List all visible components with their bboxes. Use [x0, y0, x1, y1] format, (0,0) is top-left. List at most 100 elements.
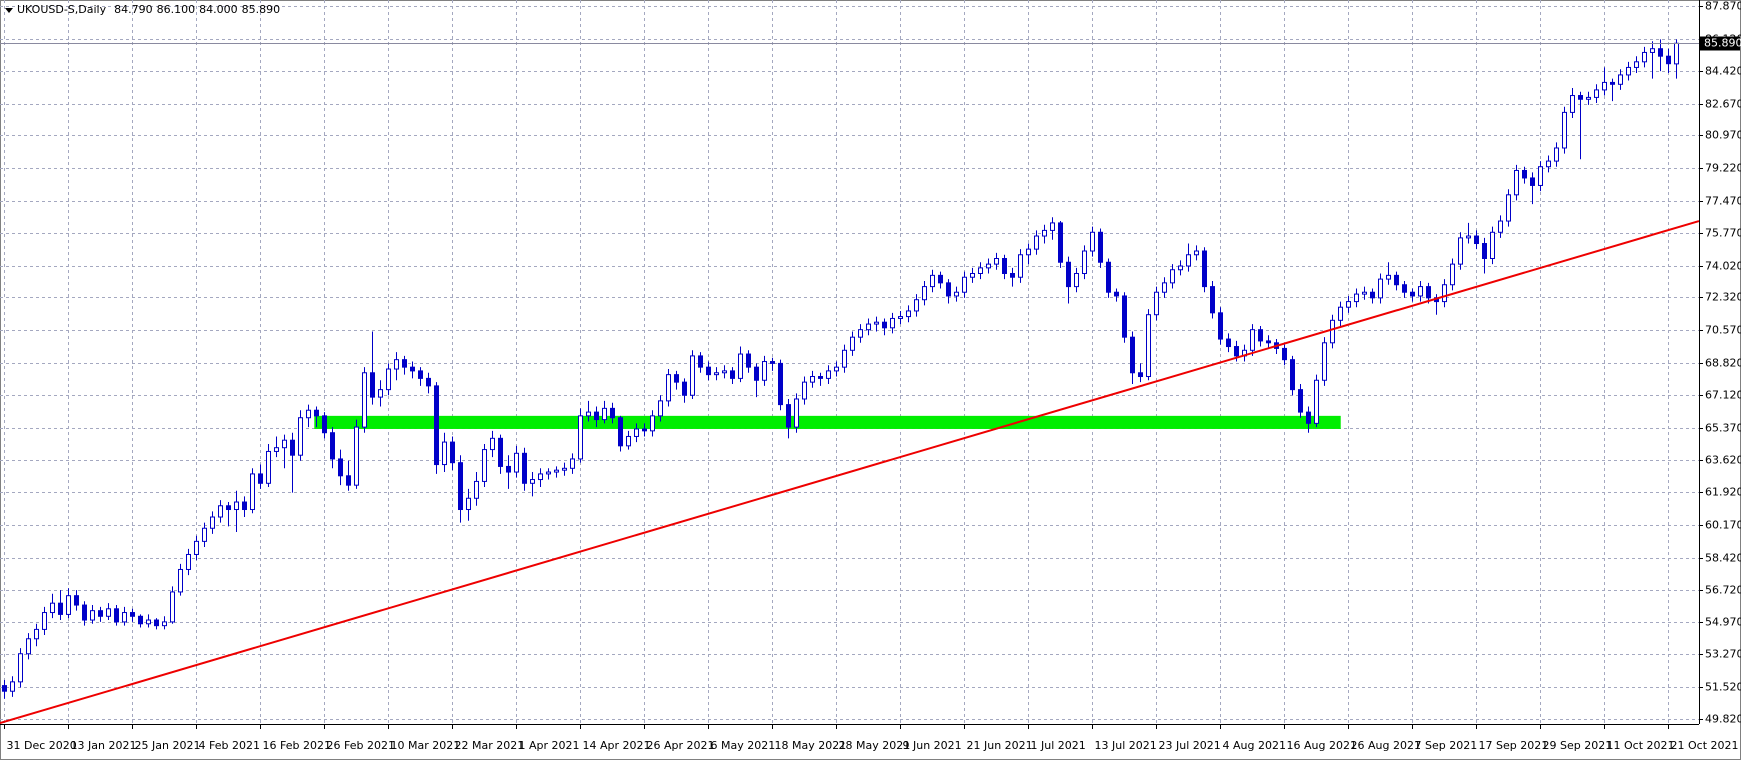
- candle-body: [330, 432, 335, 460]
- x-tick-label: 21 Jun 2021: [967, 739, 1033, 752]
- candle-body: [658, 400, 663, 417]
- header-value: 84.790: [114, 3, 153, 16]
- candle-body: [458, 462, 463, 511]
- candle-body: [738, 353, 743, 379]
- candle-body: [402, 359, 407, 368]
- candle-body: [234, 501, 239, 511]
- candle-body: [1570, 95, 1575, 113]
- trend-line: [0, 220, 1700, 725]
- candle-body: [1370, 291, 1375, 299]
- candle-body: [66, 595, 71, 615]
- candle-body: [1482, 243, 1487, 260]
- candle-body: [162, 621, 167, 627]
- candle-body: [642, 428, 647, 432]
- candle-body: [1146, 314, 1151, 378]
- candle-body: [1178, 265, 1183, 271]
- candle-body: [1322, 342, 1327, 381]
- candle-body: [962, 276, 967, 293]
- candle-body: [266, 450, 271, 484]
- candle-body: [1634, 61, 1639, 68]
- candle-body: [1114, 291, 1119, 297]
- candle-body: [602, 407, 607, 421]
- candles: [2, 39, 1679, 699]
- candle-body: [242, 501, 247, 511]
- candle-body: [1122, 295, 1127, 338]
- candle-body: [442, 441, 447, 466]
- candle-body: [874, 321, 879, 325]
- candle-body: [370, 372, 375, 398]
- candle-body: [1418, 286, 1423, 297]
- candle-body: [1466, 235, 1471, 239]
- candle-body: [562, 467, 567, 471]
- candle-body: [690, 355, 695, 396]
- candle-body: [178, 568, 183, 593]
- candle-body: [794, 398, 799, 428]
- candle-body: [554, 469, 559, 473]
- candle-body: [498, 437, 503, 467]
- candle-body: [970, 272, 975, 278]
- candle-body: [922, 286, 927, 301]
- candle-body: [274, 447, 279, 452]
- candle-body: [698, 355, 703, 368]
- candle-body: [1410, 291, 1415, 297]
- candle-body: [626, 435, 631, 447]
- y-tick-label: 63.620: [1705, 454, 1741, 467]
- x-tick-label: 13 Jan 2021: [71, 739, 137, 752]
- candle-body: [1602, 81, 1607, 91]
- candle-body: [26, 638, 31, 655]
- candle-body: [754, 366, 759, 381]
- x-tick-label: 26 Apr 2021: [647, 739, 715, 752]
- candle-body: [1210, 286, 1215, 314]
- candle-body: [810, 376, 815, 383]
- x-tick-label: 11 Oct 2021: [1607, 739, 1675, 752]
- candle-body: [226, 505, 231, 511]
- candle-body: [1314, 379, 1319, 424]
- candle-body: [778, 362, 783, 406]
- candle-body: [1330, 319, 1335, 344]
- candle-body: [1610, 81, 1615, 85]
- candle-body: [1522, 169, 1527, 179]
- candle-body: [1402, 284, 1407, 293]
- x-tick-label: 4 Aug 2021: [1223, 739, 1286, 752]
- x-tick-label: 10 Mar 2021: [391, 739, 461, 752]
- candle-body: [650, 415, 655, 432]
- candle-body: [298, 417, 303, 456]
- candle-body: [394, 359, 399, 370]
- candle-body: [18, 653, 23, 683]
- header-value: 86.100: [157, 3, 196, 16]
- candle-body: [1050, 222, 1055, 231]
- y-tick-label: 87.870: [1705, 0, 1741, 13]
- candle-body: [1394, 274, 1399, 286]
- y-tick-label: 75.770: [1705, 227, 1741, 240]
- candle-body: [978, 267, 983, 274]
- y-tick-label: 77.470: [1705, 195, 1741, 208]
- y-tick-label: 58.420: [1705, 552, 1741, 565]
- candle-body: [1298, 389, 1303, 413]
- grid: [0, 0, 1699, 724]
- candle-body: [82, 604, 87, 621]
- candle-body: [506, 465, 511, 473]
- candle-body: [1562, 111, 1567, 149]
- candle-body: [1650, 48, 1655, 53]
- candle-body: [834, 366, 839, 372]
- candle-body: [1538, 166, 1543, 186]
- candle-body: [90, 610, 95, 621]
- candle-body: [1042, 229, 1047, 237]
- candle-body: [1202, 250, 1207, 288]
- candle-body: [74, 595, 79, 606]
- y-tick-label: 56.720: [1705, 584, 1741, 597]
- candle-body: [1218, 312, 1223, 340]
- candle-body: [1578, 95, 1583, 100]
- candle-body: [530, 479, 535, 484]
- y-tick-label: 74.020: [1705, 260, 1741, 273]
- x-tick-label: 6 May 2021: [711, 739, 776, 752]
- candle-body: [1386, 274, 1391, 280]
- candle-body: [1346, 301, 1351, 308]
- y-tick-label: 82.670: [1705, 98, 1741, 111]
- header-value: 84.000: [199, 3, 238, 16]
- candle-body: [138, 615, 143, 625]
- candle-body: [1234, 346, 1239, 357]
- candle-body: [1194, 250, 1199, 256]
- candle-body: [1530, 177, 1535, 186]
- y-tick-label: 54.970: [1705, 616, 1741, 629]
